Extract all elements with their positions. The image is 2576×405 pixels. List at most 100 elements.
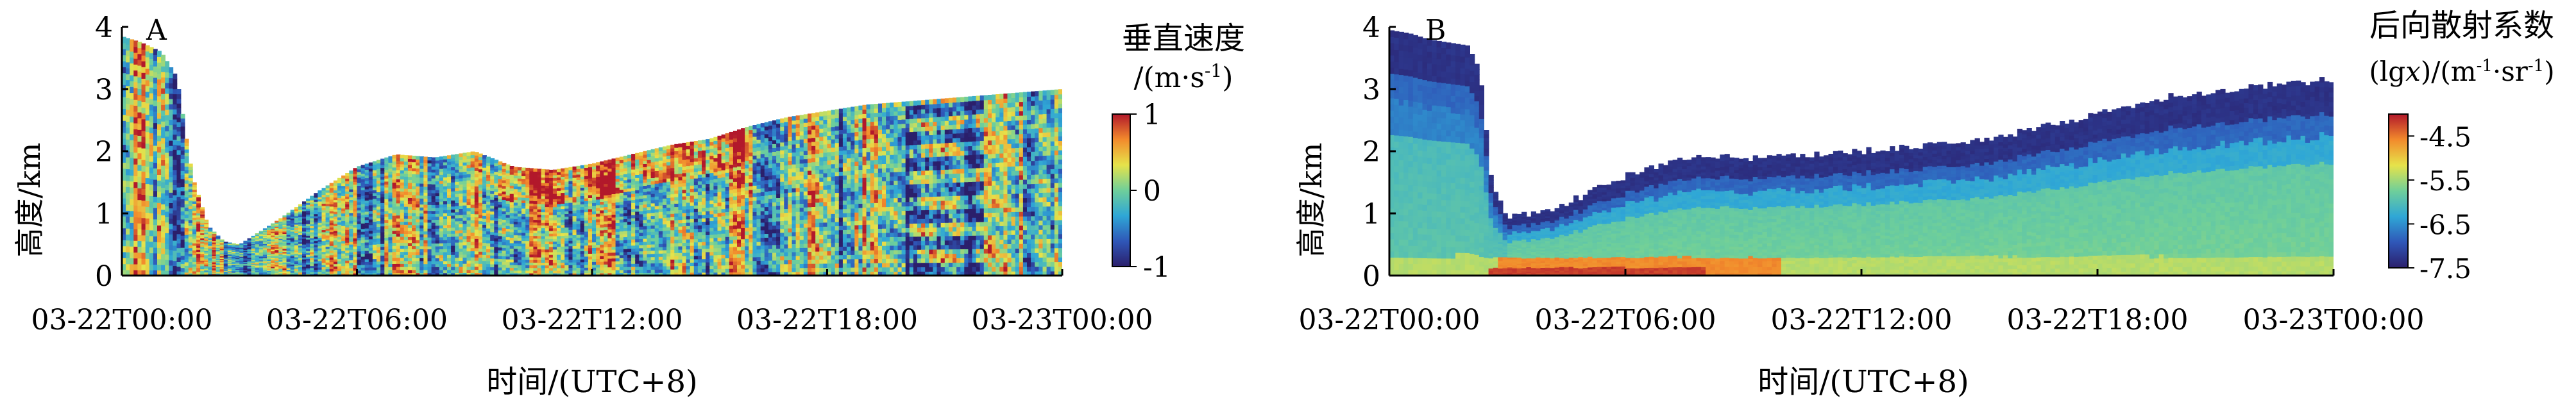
- heatmap-cell: [416, 204, 420, 208]
- heatmap-cell: [349, 236, 354, 240]
- heatmap-cell: [435, 157, 440, 161]
- heatmap-cell: [557, 193, 561, 197]
- heatmap-cell: [509, 190, 514, 194]
- heatmap-cell: [314, 244, 319, 247]
- heatmap-cell: [576, 270, 581, 274]
- heatmap-cell: [412, 260, 416, 265]
- heatmap-cell: [141, 200, 146, 207]
- heatmap-cell: [282, 257, 287, 260]
- heatmap-cell: [153, 122, 158, 129]
- heatmap-cell: [145, 229, 150, 236]
- heatmap-cell: [427, 181, 432, 185]
- heatmap-cell: [294, 248, 299, 251]
- heatmap-cell: [232, 269, 236, 270]
- heatmap-cell: [443, 245, 448, 249]
- heatmap-cell: [403, 230, 409, 234]
- heatmap-cell: [513, 213, 518, 217]
- heatmap-cell: [137, 112, 142, 119]
- heatmap-cell: [262, 242, 267, 244]
- heatmap-cell: [227, 256, 232, 258]
- heatmap-cell: [161, 248, 165, 254]
- heatmap-cell: [580, 242, 585, 246]
- heatmap-cell: [176, 219, 182, 225]
- heatmap-cell: [600, 170, 605, 174]
- heatmap-cell: [188, 163, 193, 167]
- heatmap-cell: [455, 224, 460, 227]
- heatmap-cell: [490, 196, 495, 200]
- heatmap-cell: [223, 254, 228, 256]
- heatmap-cell: [443, 231, 448, 235]
- heatmap-cell: [329, 234, 334, 237]
- heatmap-cell: [306, 212, 310, 215]
- heatmap-cell: [564, 170, 570, 174]
- heatmap-cell: [388, 215, 393, 220]
- heatmap-cell: [561, 197, 565, 201]
- heatmap-cell: [278, 262, 284, 265]
- heatmap-cell: [188, 233, 193, 237]
- heatmap-cell: [541, 177, 546, 181]
- heatmap-cell: [541, 195, 546, 199]
- heatmap-cell: [455, 194, 460, 197]
- heatmap-cell: [251, 260, 256, 263]
- heatmap-cell: [262, 253, 267, 255]
- heatmap-cell: [604, 215, 609, 219]
- heatmap-cell: [212, 271, 217, 273]
- heatmap-cell: [607, 220, 613, 224]
- heatmap-cell: [157, 146, 162, 153]
- heatmap-cell: [451, 160, 455, 165]
- heatmap-cell: [596, 230, 600, 234]
- heatmap-cell: [474, 198, 479, 202]
- heatmap-cell: [455, 169, 460, 173]
- heatmap-cell: [267, 264, 271, 267]
- heatmap-cell: [392, 158, 397, 161]
- heatmap-cell: [219, 254, 225, 256]
- heatmap-cell: [505, 184, 511, 188]
- heatmap-cell: [153, 88, 158, 95]
- heatmap-cell: [380, 214, 385, 218]
- heatmap-cell: [176, 103, 182, 108]
- heatmap-cell: [219, 246, 225, 249]
- heatmap-cell: [306, 214, 310, 217]
- heatmap-cell: [372, 210, 377, 213]
- heatmap-cell: [600, 164, 605, 168]
- heatmap-cell: [321, 205, 326, 208]
- heatmap-cell: [486, 198, 491, 202]
- heatmap-cell: [505, 186, 511, 190]
- heatmap-cell: [490, 252, 495, 256]
- heatmap-cell: [223, 261, 228, 263]
- heatmap-cell: [357, 215, 362, 219]
- heatmap-cell: [561, 168, 565, 172]
- heatmap-cell: [310, 273, 315, 276]
- heatmap-cell: [169, 270, 174, 276]
- heatmap-cell: [509, 188, 514, 192]
- heatmap-cell: [525, 256, 530, 260]
- heatmap-cell: [141, 78, 146, 85]
- heatmap-cell: [372, 161, 377, 165]
- heatmap-cell: [275, 258, 280, 260]
- heatmap-cell: [525, 178, 530, 182]
- heatmap-cell: [403, 155, 409, 159]
- heatmap-cell: [290, 231, 295, 234]
- heatmap-cell: [541, 211, 546, 215]
- heatmap-cell: [580, 234, 585, 238]
- heatmap-cell: [251, 258, 256, 260]
- heatmap-cell: [216, 252, 221, 254]
- heatmap-cell: [232, 264, 236, 266]
- heatmap-cell: [502, 165, 507, 169]
- heatmap-cell: [529, 176, 534, 179]
- heatmap-cell: [431, 178, 436, 182]
- heatmap-cell: [126, 234, 130, 241]
- heatmap-cell: [141, 223, 146, 230]
- heatmap-cell: [200, 227, 205, 230]
- heatmap-cell: [447, 266, 452, 270]
- heatmap-cell: [443, 224, 448, 229]
- heatmap-cell: [145, 224, 150, 230]
- heatmap-cell: [204, 254, 209, 257]
- heatmap-cell: [462, 229, 468, 233]
- heatmap-cell: [403, 191, 409, 195]
- heatmap-cell: [529, 267, 534, 271]
- heatmap-cell: [286, 266, 291, 269]
- heatmap-cell: [459, 217, 464, 222]
- heatmap-cell: [133, 140, 139, 147]
- heatmap-cell: [235, 258, 240, 260]
